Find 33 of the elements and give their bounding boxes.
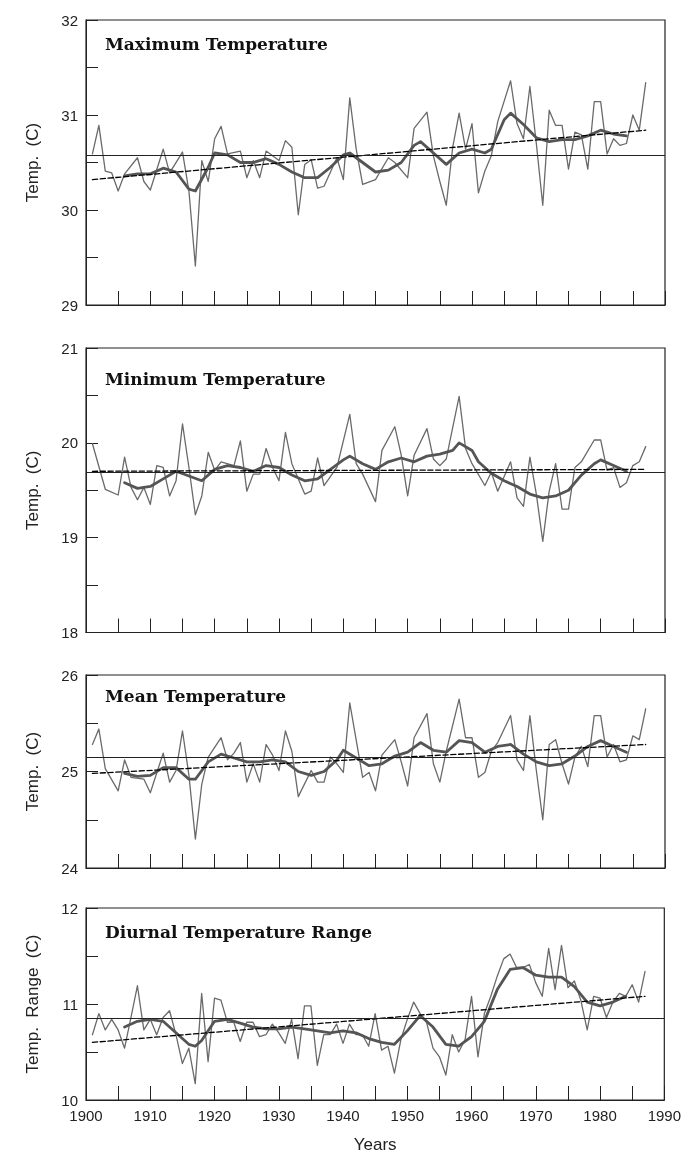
x-tick-label: 1900 <box>69 1107 103 1124</box>
x-tick-label: 1970 <box>519 1107 553 1124</box>
y-tick-label: 31 <box>61 106 78 124</box>
y-tick-label: 19 <box>61 529 78 547</box>
y-tick-label: 24 <box>61 859 78 877</box>
y-tick-label: 21 <box>61 339 78 357</box>
y-tick-label: 26 <box>61 666 78 684</box>
y-tick-label: 30 <box>61 201 78 219</box>
y-tick-label: 32 <box>61 11 78 29</box>
x-tick-label: 1980 <box>583 1107 617 1124</box>
text: Diurnal Temperature Range <box>105 921 373 942</box>
y-tick-label: 18 <box>61 624 78 641</box>
x-tick-label: 1990 <box>647 1107 681 1124</box>
x-tick-label: 1910 <box>133 1107 167 1124</box>
x-tick-label: 1960 <box>454 1107 489 1124</box>
y-tick-label: 11 <box>62 995 78 1013</box>
text: Minimum Temperature <box>105 368 326 389</box>
y-axis-title: Temp. (C) <box>23 450 42 530</box>
y-tick-label: 29 <box>61 296 78 314</box>
y-tick-label: 25 <box>61 763 78 780</box>
y-axis-title: Temp. (C) <box>23 731 42 812</box>
y-axis-title: Temp. Range (C) <box>23 934 42 1074</box>
y-tick-label: 20 <box>61 434 78 452</box>
y-tick-label: 10 <box>61 1091 78 1109</box>
x-tick-label: 1920 <box>197 1107 232 1124</box>
text: Mean Temperature <box>105 685 287 706</box>
text: Maximum Temperature <box>105 33 329 54</box>
y-tick-label: 12 <box>61 899 78 917</box>
y-axis-title: Temp. (C) <box>23 122 42 203</box>
x-tick-label: 1940 <box>326 1107 360 1124</box>
x-axis-title: Years <box>353 1135 397 1154</box>
x-tick-label: 1950 <box>390 1107 424 1124</box>
x-tick-label: 1930 <box>262 1107 296 1124</box>
